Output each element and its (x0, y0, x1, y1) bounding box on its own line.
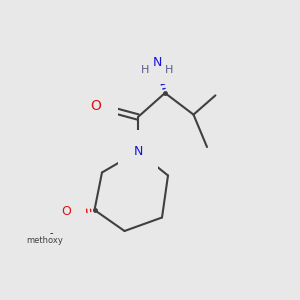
Text: N: N (153, 56, 162, 69)
Text: O: O (90, 100, 101, 113)
Text: N: N (133, 145, 143, 158)
Text: O: O (61, 205, 71, 218)
Text: N: N (153, 56, 162, 69)
Text: H: H (165, 64, 174, 75)
Text: methoxy: methoxy (27, 236, 63, 245)
Text: H: H (141, 64, 150, 75)
